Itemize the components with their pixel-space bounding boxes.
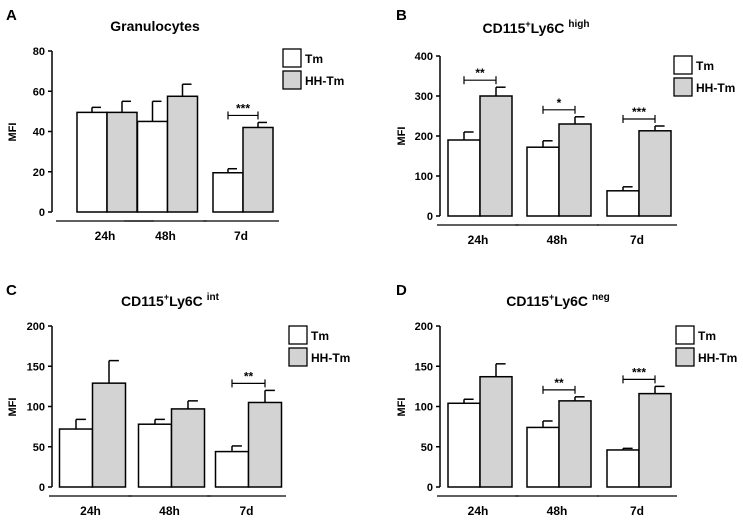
- legend-label: Tm: [696, 59, 714, 73]
- legend-swatch-hhtm: [673, 77, 693, 97]
- y-tick-label: 0: [427, 482, 433, 494]
- legend-swatch-tm: [282, 48, 302, 68]
- panel-title: CD115+Ly6C high: [483, 19, 590, 36]
- legend-swatch-tm: [675, 325, 695, 345]
- group-label: 48h: [155, 229, 176, 243]
- legend-swatch-hhtm: [288, 347, 308, 367]
- y-tick-label: 50: [33, 442, 45, 454]
- significance-label: ***: [632, 105, 646, 119]
- y-tick-label: 100: [27, 402, 45, 414]
- bar-tm: [526, 146, 560, 217]
- y-tick-label: 150: [415, 361, 433, 373]
- bar-tm: [136, 120, 169, 213]
- bar-tm: [76, 111, 108, 213]
- y-tick-label: 50: [421, 442, 433, 454]
- bar-tm: [58, 428, 94, 488]
- panel-title: CD115+Ly6C int: [121, 292, 220, 309]
- panel-a: A Granulocytes 0 20 40 60 80 MFI 24h 48h 7d *** Tm HH…: [6, 7, 344, 243]
- panel-letter: A: [6, 7, 17, 24]
- y-tick-label: 200: [27, 321, 45, 333]
- y-tick-label: 100: [415, 402, 433, 414]
- bar-hhtm: [558, 400, 592, 488]
- y-tick-label: 200: [415, 131, 433, 143]
- bar-tm: [214, 450, 250, 488]
- group-label: 48h: [547, 233, 568, 247]
- panel-d: D CD115+Ly6C neg 0 50 100 150 200 MFI 24h 48h ** 7d *…: [396, 282, 737, 518]
- group-label: 7d: [239, 504, 253, 518]
- significance-label: ***: [236, 101, 250, 115]
- significance-label: **: [475, 66, 485, 80]
- y-tick-label: 400: [415, 51, 433, 63]
- panel-letter: C: [6, 282, 17, 299]
- bar-hhtm: [166, 95, 199, 213]
- legend-label: HH-Tm: [305, 74, 344, 88]
- bar-hhtm: [106, 111, 138, 213]
- group-label: 24h: [468, 233, 489, 247]
- legend-swatch-hhtm: [282, 70, 302, 90]
- group-label: 24h: [468, 504, 489, 518]
- significance-label: *: [557, 96, 562, 110]
- bar-hhtm: [247, 401, 283, 488]
- panel-title: CD115+Ly6C neg: [506, 292, 610, 309]
- y-axis-label: MFI: [7, 398, 19, 417]
- y-tick-label: 0: [39, 207, 45, 219]
- bar-hhtm: [242, 126, 274, 213]
- panel-b: B CD115+Ly6C high 0 100 200 300 400 MFI 24h ** 48h *…: [396, 7, 735, 247]
- bar-hhtm: [558, 123, 592, 217]
- legend-label: Tm: [305, 52, 323, 66]
- y-tick-label: 300: [415, 91, 433, 103]
- y-tick-label: 150: [27, 361, 45, 373]
- bar-hhtm: [638, 130, 672, 217]
- bar-hhtm: [638, 392, 672, 488]
- y-tick-label: 40: [33, 127, 45, 139]
- y-tick-label: 20: [33, 167, 45, 179]
- y-tick-label: 80: [33, 46, 45, 58]
- significance-label: **: [244, 369, 254, 383]
- significance-label: ***: [632, 365, 646, 379]
- y-tick-label: 60: [33, 86, 45, 98]
- panel-letter: B: [396, 7, 407, 24]
- bar-hhtm: [479, 95, 513, 217]
- group-label: 7d: [630, 233, 644, 247]
- y-tick-label: 0: [39, 482, 45, 494]
- group-label: 24h: [80, 504, 101, 518]
- legend-swatch-hhtm: [675, 347, 695, 367]
- bar-tm: [137, 423, 173, 488]
- y-axis-label: MFI: [396, 127, 408, 146]
- group-label: 24h: [95, 229, 116, 243]
- y-axis-label: MFI: [396, 398, 408, 417]
- y-axis-label: MFI: [7, 123, 19, 142]
- bar-hhtm: [91, 382, 127, 488]
- bar-tm: [212, 172, 244, 213]
- group-label: 7d: [234, 229, 248, 243]
- bar-hhtm: [170, 408, 206, 488]
- bar-tm: [447, 139, 481, 217]
- y-tick-label: 200: [415, 321, 433, 333]
- panel-title: Granulocytes: [110, 18, 200, 34]
- significance-label: **: [554, 376, 564, 390]
- legend-swatch-tm: [288, 325, 308, 345]
- y-tick-label: 0: [427, 211, 433, 223]
- bar-tm: [606, 449, 640, 488]
- panel-c: C CD115+Ly6C int 0 50 100 150 200 MFI 24h 48h 7d ** T…: [6, 282, 350, 518]
- y-tick-label: 100: [415, 171, 433, 183]
- legend-label: HH-Tm: [698, 351, 737, 365]
- bar-hhtm: [479, 375, 513, 488]
- legend-label: HH-Tm: [696, 81, 735, 95]
- bar-tm: [447, 402, 481, 488]
- bar-tm: [606, 190, 640, 217]
- group-label: 48h: [547, 504, 568, 518]
- group-label: 48h: [159, 504, 180, 518]
- panel-letter: D: [396, 282, 407, 299]
- legend-label: HH-Tm: [311, 351, 350, 365]
- bar-tm: [526, 426, 560, 488]
- legend-swatch-tm: [673, 55, 693, 75]
- legend-label: Tm: [311, 329, 329, 343]
- legend-label: Tm: [698, 329, 716, 343]
- group-label: 7d: [630, 504, 644, 518]
